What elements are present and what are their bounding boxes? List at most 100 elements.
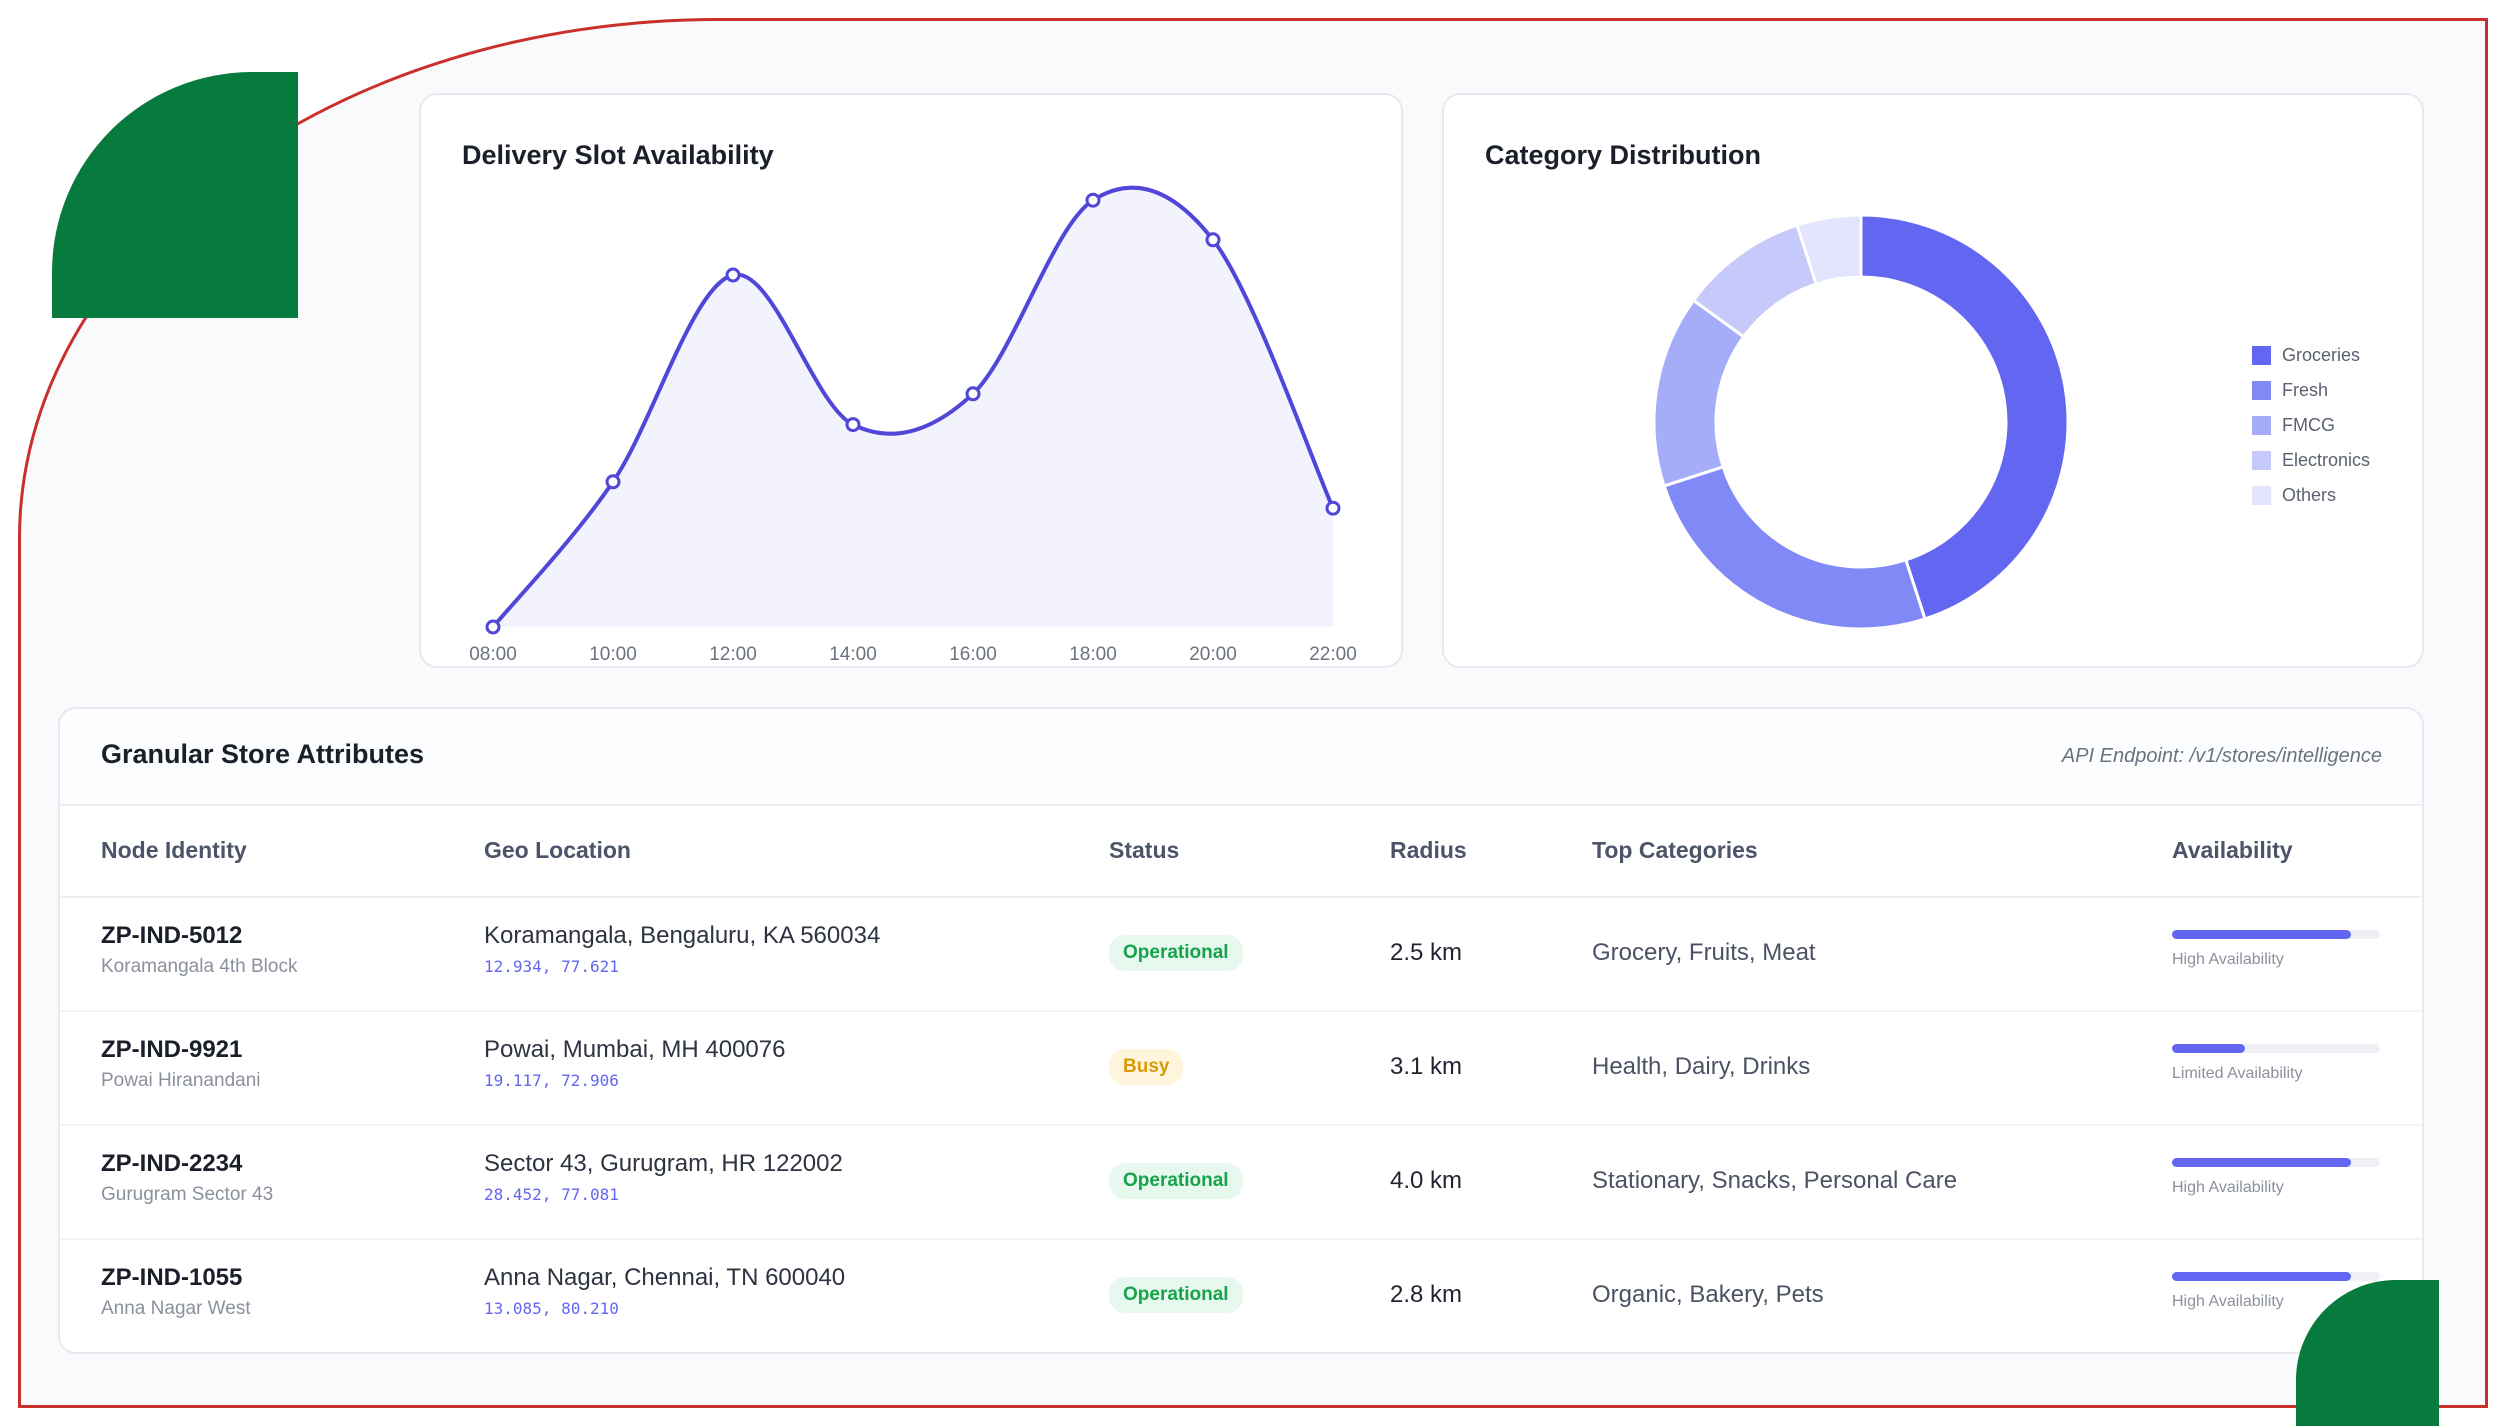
col-header-radius[interactable]: Radius xyxy=(1390,837,1467,863)
legend-item-others[interactable]: Others xyxy=(2252,478,2370,513)
x-tick-label: 10:00 xyxy=(589,644,637,665)
slot-data-point[interactable] xyxy=(725,267,741,283)
slot-data-point[interactable] xyxy=(965,386,981,402)
availability-cell: Limited Availability xyxy=(2172,1044,2380,1083)
geo-coordinates: 12.934, 77.621 xyxy=(484,957,619,976)
x-tick-label: 14:00 xyxy=(829,644,877,665)
x-tick-label: 22:00 xyxy=(1309,644,1357,665)
availability-bar xyxy=(2172,1044,2380,1053)
x-tick-label: 18:00 xyxy=(1069,644,1117,665)
node-identity-cell: ZP-IND-5012 Koramangala 4th Block xyxy=(101,922,297,978)
radius-value: 2.5 km xyxy=(1390,939,1463,966)
col-header-node-identity[interactable]: Node Identity xyxy=(101,837,247,863)
status-cell: Busy xyxy=(1109,1049,1184,1085)
availability-label: High Availability xyxy=(2172,951,2284,968)
geo-coordinates: 28.452, 77.081 xyxy=(484,1185,619,1204)
table-row[interactable]: ZP-IND-2234 Gurugram Sector 43 Sector 43… xyxy=(60,1124,2422,1240)
status-cell: Operational xyxy=(1109,1277,1243,1313)
donut-slice-others[interactable] xyxy=(1795,213,1863,286)
availability-bar xyxy=(2172,1158,2380,1167)
x-tick-label: 08:00 xyxy=(469,644,517,665)
node-id: ZP-IND-1055 xyxy=(101,1264,243,1291)
category-distribution-title: Category Distribution xyxy=(1485,140,1762,170)
availability-cell: High Availability xyxy=(2172,1158,2380,1197)
availability-bar-fill xyxy=(2172,1272,2351,1281)
x-tick-label: 12:00 xyxy=(709,644,757,665)
geo-location-cell: Koramangala, Bengaluru, KA 560034 12.934… xyxy=(484,922,880,976)
geo-address: Koramangala, Bengaluru, KA 560034 xyxy=(484,922,881,949)
geo-location-cell: Sector 43, Gurugram, HR 122002 28.452, 7… xyxy=(484,1150,843,1204)
legend-item-electronics[interactable]: Electronics xyxy=(2252,443,2370,478)
col-header-availability[interactable]: Availability xyxy=(2172,837,2293,863)
status-cell: Operational xyxy=(1109,935,1243,971)
node-id: ZP-IND-5012 xyxy=(101,922,243,949)
col-header-top-categories[interactable]: Top Categories xyxy=(1592,837,1758,863)
status-badge: Operational xyxy=(1109,1163,1243,1199)
geo-address: Anna Nagar, Chennai, TN 600040 xyxy=(484,1264,846,1291)
legend-item-groceries[interactable]: Groceries xyxy=(2252,338,2370,373)
top-categories-value: Health, Dairy, Drinks xyxy=(1592,1053,1811,1080)
store-attributes-title: Granular Store Attributes xyxy=(101,739,425,769)
availability-label: Limited Availability xyxy=(2172,1065,2303,1082)
status-badge: Busy xyxy=(1109,1049,1184,1085)
table-row[interactable]: ZP-IND-1055 Anna Nagar West Anna Nagar, … xyxy=(60,1238,2422,1352)
top-categories-value: Stationary, Snacks, Personal Care xyxy=(1592,1167,1958,1194)
node-id: ZP-IND-2234 xyxy=(101,1150,243,1177)
legend-item-fmcg[interactable]: FMCG xyxy=(2252,408,2370,443)
store-attributes-card: Granular Store Attributes API Endpoint: … xyxy=(58,707,2424,1354)
slot-data-point[interactable] xyxy=(1205,232,1221,248)
availability-bar xyxy=(2172,1272,2380,1281)
legend-swatch xyxy=(2252,346,2271,365)
top-categories-value: Grocery, Fruits, Meat xyxy=(1592,939,1816,966)
geo-coordinates: 13.085, 80.210 xyxy=(484,1299,619,1318)
category-distribution-card: Category Distribution Groceries Fresh FMCG… xyxy=(1442,93,2424,668)
table-column-headers: Node Identity Geo Location Status Radius… xyxy=(60,804,2422,898)
table-row[interactable]: ZP-IND-5012 Koramangala 4th Block Korama… xyxy=(60,896,2422,1012)
category-legend: Groceries Fresh FMCG Electronics Others xyxy=(2252,338,2370,513)
availability-cell: High Availability xyxy=(2172,930,2380,969)
slot-data-point[interactable] xyxy=(845,417,861,433)
top-categories-value: Organic, Bakery, Pets xyxy=(1592,1281,1824,1308)
table-row[interactable]: ZP-IND-9921 Powai Hiranandani Powai, Mum… xyxy=(60,1010,2422,1126)
legend-swatch xyxy=(2252,451,2271,470)
availability-bar-fill xyxy=(2172,1158,2351,1167)
node-locality: Powai Hiranandani xyxy=(101,1070,261,1091)
slot-data-point[interactable] xyxy=(1325,500,1341,516)
legend-label: FMCG xyxy=(2282,415,2335,435)
legend-swatch xyxy=(2252,381,2271,400)
geo-coordinates: 19.117, 72.906 xyxy=(484,1071,619,1090)
col-header-geo-location[interactable]: Geo Location xyxy=(484,837,631,863)
node-locality: Anna Nagar West xyxy=(101,1298,251,1319)
donut-slice-fresh[interactable] xyxy=(1662,464,1927,631)
availability-cell: High Availability xyxy=(2172,1272,2380,1311)
node-locality: Koramangala 4th Block xyxy=(101,956,298,977)
status-cell: Operational xyxy=(1109,1163,1243,1199)
node-identity-cell: ZP-IND-1055 Anna Nagar West xyxy=(101,1264,251,1320)
availability-bar-fill xyxy=(2172,930,2351,939)
geo-address: Powai, Mumbai, MH 400076 xyxy=(484,1036,786,1063)
status-badge: Operational xyxy=(1109,935,1243,971)
slot-data-point[interactable] xyxy=(485,619,501,635)
slot-data-point[interactable] xyxy=(605,474,621,490)
legend-item-fresh[interactable]: Fresh xyxy=(2252,373,2370,408)
node-identity-cell: ZP-IND-9921 Powai Hiranandani xyxy=(101,1036,261,1092)
table-header-bar: Granular Store Attributes API Endpoint: … xyxy=(60,709,2422,806)
api-endpoint-label: API Endpoint: /v1/stores/intelligence xyxy=(2061,745,2382,767)
node-identity-cell: ZP-IND-2234 Gurugram Sector 43 xyxy=(101,1150,273,1206)
donut-slice-groceries[interactable] xyxy=(1859,213,2070,621)
category-donut-chart xyxy=(1652,213,2070,631)
availability-label: High Availability xyxy=(2172,1293,2284,1310)
node-locality: Gurugram Sector 43 xyxy=(101,1184,274,1205)
geo-location-cell: Powai, Mumbai, MH 400076 19.117, 72.906 xyxy=(484,1036,785,1090)
radius-value: 3.1 km xyxy=(1390,1053,1463,1080)
legend-swatch xyxy=(2252,486,2271,505)
geo-location-cell: Anna Nagar, Chennai, TN 600040 13.085, 8… xyxy=(484,1264,845,1318)
legend-label: Others xyxy=(2282,485,2337,505)
legend-label: Electronics xyxy=(2282,450,2371,470)
col-header-status[interactable]: Status xyxy=(1109,837,1180,863)
slot-data-point[interactable] xyxy=(1085,192,1101,208)
brand-leaf-top-left xyxy=(52,72,298,318)
availability-bar xyxy=(2172,930,2380,939)
geo-address: Sector 43, Gurugram, HR 122002 xyxy=(484,1150,843,1177)
x-tick-label: 16:00 xyxy=(949,644,997,665)
